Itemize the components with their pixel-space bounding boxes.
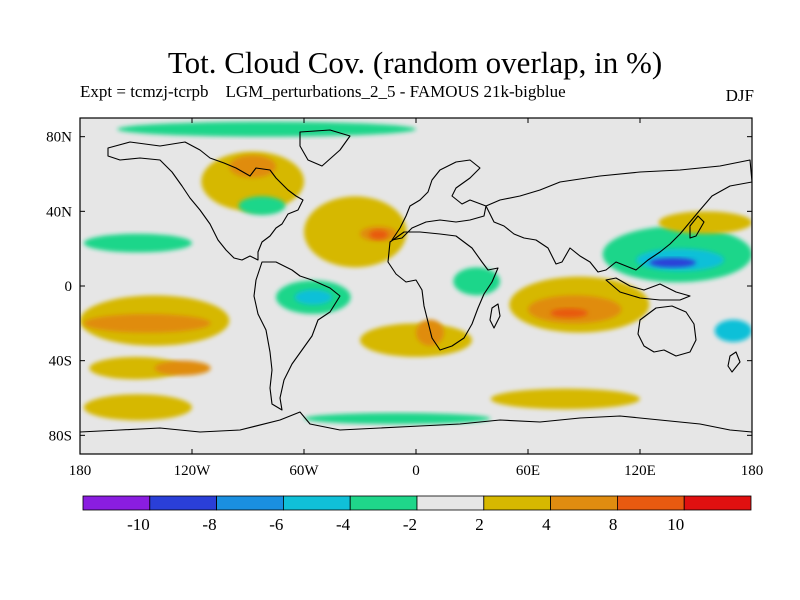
x-tick-label: 180: [741, 463, 764, 479]
region-equatorial-atlantic-core: [294, 289, 333, 305]
colorbar-label: 10: [667, 515, 684, 534]
y-tick-label: 0: [65, 279, 73, 295]
region-north-america-positive: [201, 151, 304, 212]
colorbar-swatch-pos2: [483, 495, 551, 511]
region-hudson-bay-core: [229, 155, 276, 178]
region-south-pacific-west-negative: [714, 319, 752, 342]
region-eastern-us-negative: [238, 196, 286, 216]
colorbar-swatch-neg4: [349, 495, 418, 511]
region-south-pacific-positive-core: [83, 314, 211, 333]
region-west-africa-negative: [453, 267, 500, 296]
colorbar-label: -2: [403, 515, 417, 534]
colorbar-swatch-neg10: [149, 495, 218, 511]
colorbar-swatch-pos8: [617, 495, 685, 511]
colorbar-label: 8: [609, 515, 618, 534]
region-north-atlantic-peak: [369, 230, 388, 240]
colorbar-swatch-neg12: [82, 495, 151, 511]
region-southern-africa-core: [416, 319, 444, 346]
coastlines: [80, 129, 752, 433]
region-north-pacific-west-positive: [658, 211, 752, 234]
region-indian-ocean-peak: [550, 308, 588, 318]
colorbar-label: -10: [127, 515, 150, 534]
colorbar-swatch-pos4: [550, 495, 618, 511]
coast-antarctica: [80, 411, 752, 433]
colorbar: -10 -8 -6 -4 -2 2 4 8 10: [82, 495, 752, 534]
colorbar-swatch-neg6: [282, 495, 351, 511]
coast-africa: [387, 231, 499, 351]
colorbar-swatch-pos10: [683, 495, 752, 511]
region-southern-ocean-indian-positive: [490, 388, 640, 410]
region-south-atlantic-positive: [360, 323, 472, 357]
y-tick-label: 40N: [46, 204, 72, 220]
plot-title: Tot. Cloud Cov. (random overlap, in %): [167, 45, 663, 80]
coast-asia: [485, 159, 752, 273]
experiment-subtitle: Expt = tcmzj-tcrpb LGM_perturbations_2_5…: [80, 82, 566, 101]
region-north-atlantic-positive: [304, 196, 407, 268]
colorbar-label: -6: [269, 515, 283, 534]
plot-background: [80, 118, 752, 454]
region-arctic-negative: [117, 121, 417, 137]
coast-europe: [391, 159, 487, 241]
x-tick-label: 120W: [174, 463, 212, 479]
anomaly-fields: [80, 121, 752, 425]
axes: 180 120W 60W 0 60E 120E 180 80N 40N 0 40S 80S: [46, 118, 763, 479]
y-tick-label: 80N: [46, 130, 72, 146]
y-tick-label: 80S: [49, 428, 72, 444]
coast-greenland: [299, 129, 351, 167]
coast-north-america: [107, 141, 304, 261]
colorbar-label: 4: [542, 515, 551, 534]
colorbar-swatch-neg8: [216, 495, 284, 511]
x-tick-label: 0: [412, 463, 420, 479]
x-tick-label: 60W: [289, 463, 319, 479]
coast-new-zealand: [727, 351, 741, 373]
colorbar-label: 2: [475, 515, 484, 534]
coast-japan: [689, 215, 705, 239]
season-label: DJF: [725, 86, 754, 105]
region-antarctic-negative: [304, 412, 491, 425]
region-west-pacific-peak: [649, 258, 697, 268]
colorbar-swatch-zero: [416, 495, 485, 511]
y-tick-label: 40S: [49, 354, 72, 370]
x-tick-label: 120E: [624, 463, 656, 479]
region-southern-ocean-pacific-positive: [83, 394, 192, 421]
coast-south-america: [253, 261, 341, 411]
x-tick-label: 60E: [516, 463, 540, 479]
region-north-pacific-negative: [83, 233, 192, 253]
coast-indonesia: [605, 277, 691, 301]
colorbar-label: -4: [336, 515, 351, 534]
region-south-pacific-midlat-core: [154, 360, 211, 376]
coast-madagascar: [489, 303, 501, 329]
x-tick-label: 180: [69, 463, 92, 479]
colorbar-label: -8: [202, 515, 216, 534]
coast-australia: [637, 305, 697, 357]
region-south-pacific-midlat-positive: [89, 356, 183, 380]
